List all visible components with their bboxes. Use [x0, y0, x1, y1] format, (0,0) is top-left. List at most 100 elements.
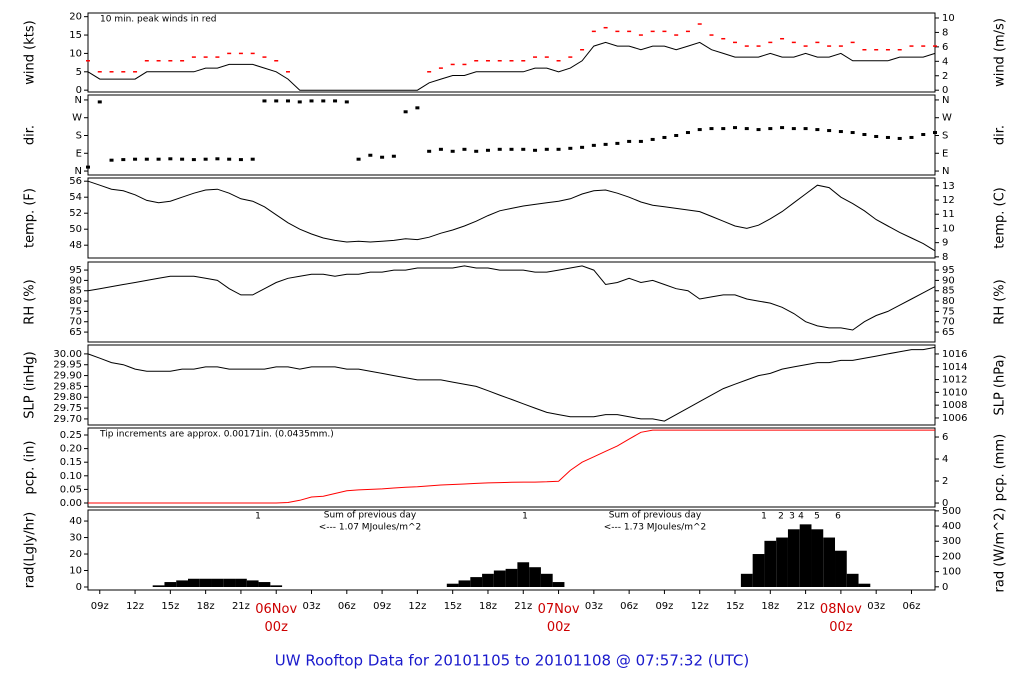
y2-axis-label: wind (m/s) [993, 18, 1008, 87]
rad-bar [446, 583, 459, 587]
dir-point [791, 127, 796, 131]
panel-frame [87, 427, 936, 508]
y2-tick-label: 75 [942, 306, 955, 317]
dir-point [768, 127, 773, 131]
y-tick-label: 20 [69, 549, 82, 560]
rad-note: 1 [761, 512, 767, 522]
rad-bar [835, 550, 847, 587]
y2-axis-label: dir. [993, 125, 1008, 145]
y2-tick-label: 1010 [942, 387, 967, 398]
y-tick-label: N [75, 166, 82, 177]
y2-tick-label: S [942, 130, 948, 141]
y-tick-label: 85 [69, 286, 82, 297]
rad-note: 1 [255, 512, 261, 522]
rad-bar [517, 562, 530, 587]
y-tick-label: 29.75 [53, 403, 82, 414]
dir-point [391, 154, 396, 158]
y-tick-label: 29.95 [53, 360, 82, 371]
dir-point [321, 99, 326, 103]
dir-point [168, 157, 173, 161]
dir-point [191, 158, 196, 162]
y2-tick-label: 1014 [942, 362, 967, 373]
panel-frame [87, 509, 936, 591]
y2-tick-label: 12 [942, 195, 955, 206]
rad-bar [223, 578, 236, 587]
y2-tick-label: 400 [942, 521, 961, 532]
dir-point [733, 126, 738, 130]
dir-point [862, 133, 867, 137]
rad-bar [552, 582, 565, 587]
rad-bar [540, 573, 553, 587]
y-tick-label: 0.25 [60, 430, 82, 441]
dir-point [674, 133, 679, 137]
dir-point [380, 155, 385, 159]
dir-point [86, 165, 90, 169]
y-tick-label: 10 [69, 48, 82, 59]
dir-point [274, 99, 279, 103]
y-tick-label: 50 [69, 224, 82, 235]
y-tick-label: W [72, 113, 82, 124]
x-tick-line: 06Nov [255, 602, 297, 617]
dir-point [356, 157, 361, 161]
rad-bar [470, 577, 483, 587]
dir-point [156, 157, 161, 161]
y-tick-label: 0.05 [60, 484, 82, 495]
x-tick-label: 12z [408, 601, 426, 612]
dir-point [238, 158, 243, 162]
y-tick-label: 5 [76, 67, 82, 78]
dir-point [627, 139, 632, 143]
rad-bar [187, 578, 200, 587]
y-axis-label: SLP (inHg) [23, 351, 38, 419]
rad-bar [152, 585, 165, 587]
rad-bar [482, 573, 494, 587]
x-tick-label: 21z [232, 601, 250, 612]
x-tick-line: 00z [547, 620, 571, 635]
rad-bar [211, 578, 224, 587]
data-line [87, 265, 936, 331]
rad-bar [458, 580, 471, 587]
data-line [87, 41, 936, 91]
y2-tick-label: 0 [942, 498, 948, 509]
rad-note: <--- 1.73 MJoules/m^2 [604, 523, 706, 533]
dir-point [744, 127, 749, 131]
y2-tick-label: 1008 [942, 400, 967, 411]
x-tick-label: 15z [444, 601, 462, 612]
y-tick-label: 0.20 [60, 444, 82, 455]
rad-bar [258, 582, 271, 587]
rad-bar [846, 573, 859, 587]
x-tick-label: 18z [197, 601, 215, 612]
dir-point [133, 157, 138, 161]
dir-point [662, 135, 667, 139]
y2-tick-label: 4 [942, 56, 948, 67]
y2-tick-label: 6 [942, 432, 948, 443]
y2-tick-label: 200 [942, 551, 961, 562]
x-tick-label: 15z [726, 601, 744, 612]
y2-tick-label: 0 [942, 85, 948, 96]
rad-bar [270, 585, 283, 587]
dir-point [285, 99, 290, 103]
y-tick-label: 15 [69, 30, 82, 41]
y2-tick-label: 4 [942, 454, 948, 465]
y-tick-label: 0 [76, 582, 82, 593]
x-tick-label: 03z [867, 601, 885, 612]
y2-tick-label: 90 [942, 275, 955, 286]
rad-note: 6 [835, 512, 841, 522]
y-axis-label: temp. (F) [23, 188, 38, 248]
y-tick-label: 80 [69, 296, 82, 307]
y2-tick-label: 2 [942, 476, 948, 487]
rad-note: 4 [798, 512, 804, 522]
rad-bar [199, 578, 212, 587]
panel-note: Tip increments are approx. 0.00171in. (0… [99, 430, 334, 440]
panel-frame [87, 12, 936, 93]
x-tick-label: 18z [761, 601, 779, 612]
y2-tick-label: E [942, 148, 948, 159]
y-tick-label: 52 [69, 208, 82, 219]
x-tick-label: 15z [161, 601, 179, 612]
panel-note: 10 min. peak winds in red [100, 15, 217, 25]
rad-note: Sum of previous day [609, 511, 702, 521]
dir-point [427, 149, 432, 153]
dir-point [309, 99, 314, 103]
y-axis-label: rad(Lgly/hr) [23, 512, 38, 588]
dir-point [227, 157, 232, 161]
x-tick-line: 08Nov [820, 602, 862, 617]
